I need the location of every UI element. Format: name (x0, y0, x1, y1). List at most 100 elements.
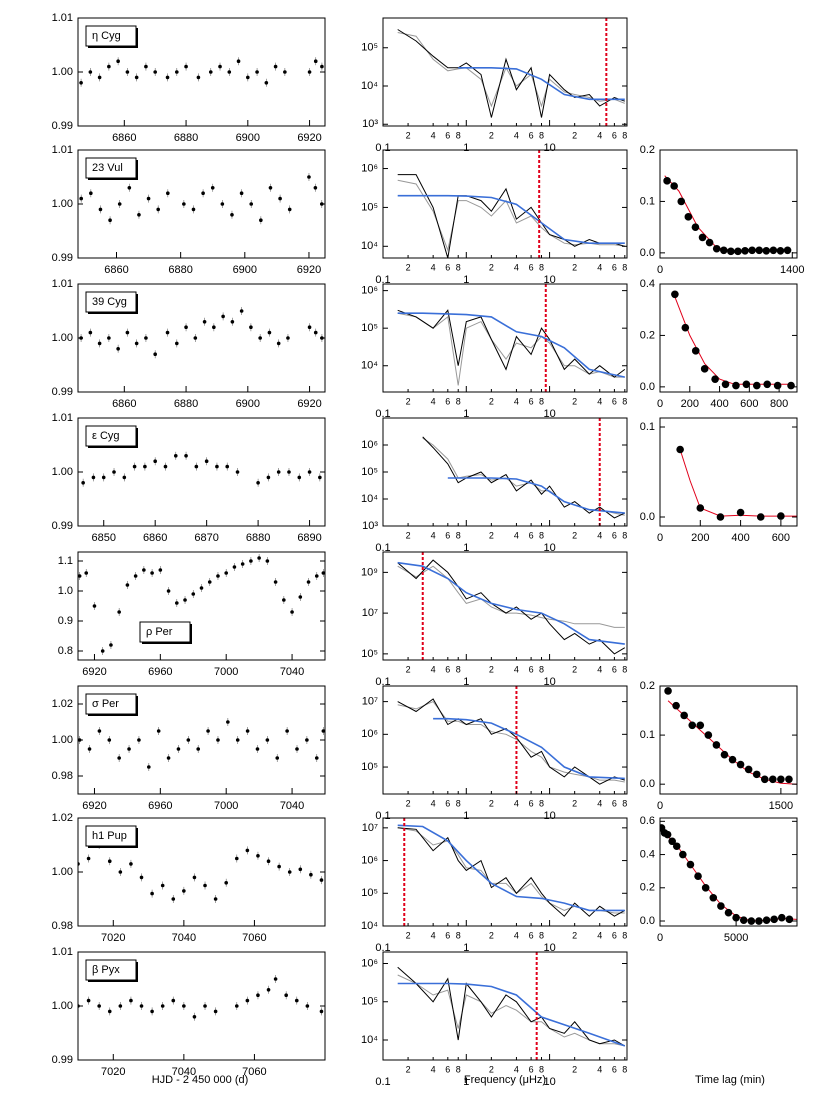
x-tick-label: 2 (489, 262, 494, 272)
data-point (215, 464, 219, 469)
x-tick-label: 2 (406, 530, 411, 540)
frame (382, 951, 628, 1061)
y-tick-label: 10⁴ (361, 920, 378, 932)
data-point (158, 568, 163, 572)
data-point (255, 70, 259, 74)
x-tick-label: 2 (489, 396, 494, 406)
data-point (721, 380, 730, 389)
y-tick-label: 10⁵ (361, 322, 378, 334)
x-tick-label: 6900 (233, 264, 257, 276)
data-point (108, 218, 112, 222)
data-point (98, 207, 103, 212)
data-point (717, 902, 725, 910)
data-point (118, 1004, 123, 1008)
data-point (256, 481, 260, 485)
data-point (318, 475, 322, 480)
x-tick-label: 8 (622, 798, 627, 808)
data-point (165, 75, 170, 80)
data-point (769, 246, 778, 255)
data-point (287, 207, 292, 212)
x-tick-label: 8 (539, 262, 544, 272)
data-point (319, 1009, 324, 1014)
plot-area (78, 841, 324, 903)
label-box (85, 693, 137, 715)
spectrum-line (397, 824, 625, 912)
y-tick-label: 10⁵ (361, 761, 378, 773)
data-point (769, 775, 777, 784)
spectrum-line (397, 698, 625, 785)
data-point (134, 75, 139, 80)
data-point (720, 750, 729, 759)
plot-area (397, 150, 625, 258)
x-tick-label: 4 (431, 396, 436, 406)
x-tick-label: 4 (431, 262, 436, 272)
x-tick-label: 200 (681, 398, 699, 410)
y-tick-label: 0.1 (640, 195, 655, 207)
y-tick-label: 10³ (362, 520, 378, 532)
x-tick-label: 8 (456, 930, 461, 940)
data-point (173, 454, 178, 458)
data-point (676, 445, 684, 454)
plot-area (676, 445, 797, 521)
x-tick-label: 7040 (280, 666, 304, 678)
data-point (307, 325, 312, 330)
plot-area (671, 290, 795, 390)
y-tick-label: 0.1 (640, 729, 655, 741)
x-tick-label: 8 (456, 1064, 461, 1074)
x-tick-label: 0.1 (375, 810, 390, 822)
spectrum-line (458, 67, 625, 101)
y-tick-label: 1.01 (52, 412, 73, 424)
data-point (204, 459, 209, 464)
x-tick-label: 6860 (143, 532, 167, 544)
data-point (785, 915, 794, 924)
x-tick-label: 2 (489, 130, 494, 140)
data-point (266, 988, 271, 992)
x-tick-label: 7000 (214, 666, 238, 678)
x-tick-label: 10 (543, 142, 555, 154)
data-point (307, 470, 312, 474)
data-point (287, 470, 291, 474)
star-label: h1 Pup (92, 830, 127, 842)
data-point (275, 756, 280, 760)
data-point (84, 571, 89, 575)
data-point (672, 701, 680, 710)
frame (77, 283, 326, 393)
x-tick-label: 4 (514, 930, 519, 940)
y-tick-label: 10⁶ (361, 285, 378, 297)
x-tick-label: 6880 (174, 132, 198, 144)
x-tick-label: 7040 (172, 932, 196, 944)
x-tick-label: 6 (445, 664, 450, 674)
fit-line (660, 829, 797, 922)
x-tick-label: 600 (772, 532, 790, 544)
data-point (88, 70, 93, 74)
x-tick-label: 4 (514, 798, 519, 808)
x-axis-title: Time lag (min) (695, 1074, 765, 1086)
x-tick-label: 0 (657, 532, 663, 544)
data-point (192, 875, 197, 880)
x-tick-label: 2 (572, 530, 577, 540)
y-tick-label: 1.00 (52, 198, 73, 210)
data-point (256, 993, 260, 997)
y-tick-label: 1.1 (58, 555, 73, 567)
x-tick-label: 2 (406, 262, 411, 272)
plot-area (663, 175, 792, 256)
data-point (232, 565, 237, 569)
y-tick-label: 10⁵ (361, 466, 378, 478)
data-point (670, 182, 678, 190)
x-tick-label: 2 (489, 664, 494, 674)
data-point (193, 336, 198, 340)
x-tick-label: 4 (597, 930, 602, 940)
x-tick-label: 6920 (82, 666, 106, 678)
y-tick-label: 0.2 (640, 680, 655, 692)
x-tick-label: 200 (691, 532, 709, 544)
x-tick-label: 1 (463, 676, 469, 688)
x-tick-label: 7040 (172, 1066, 196, 1078)
spectrum-line (397, 561, 625, 645)
x-tick-label: 6 (445, 1064, 450, 1074)
data-point (210, 186, 215, 190)
data-point (153, 70, 157, 74)
data-point (182, 1004, 186, 1008)
data-point (760, 775, 769, 784)
x-tick-label: 4 (431, 930, 436, 940)
plot-area (397, 18, 625, 126)
